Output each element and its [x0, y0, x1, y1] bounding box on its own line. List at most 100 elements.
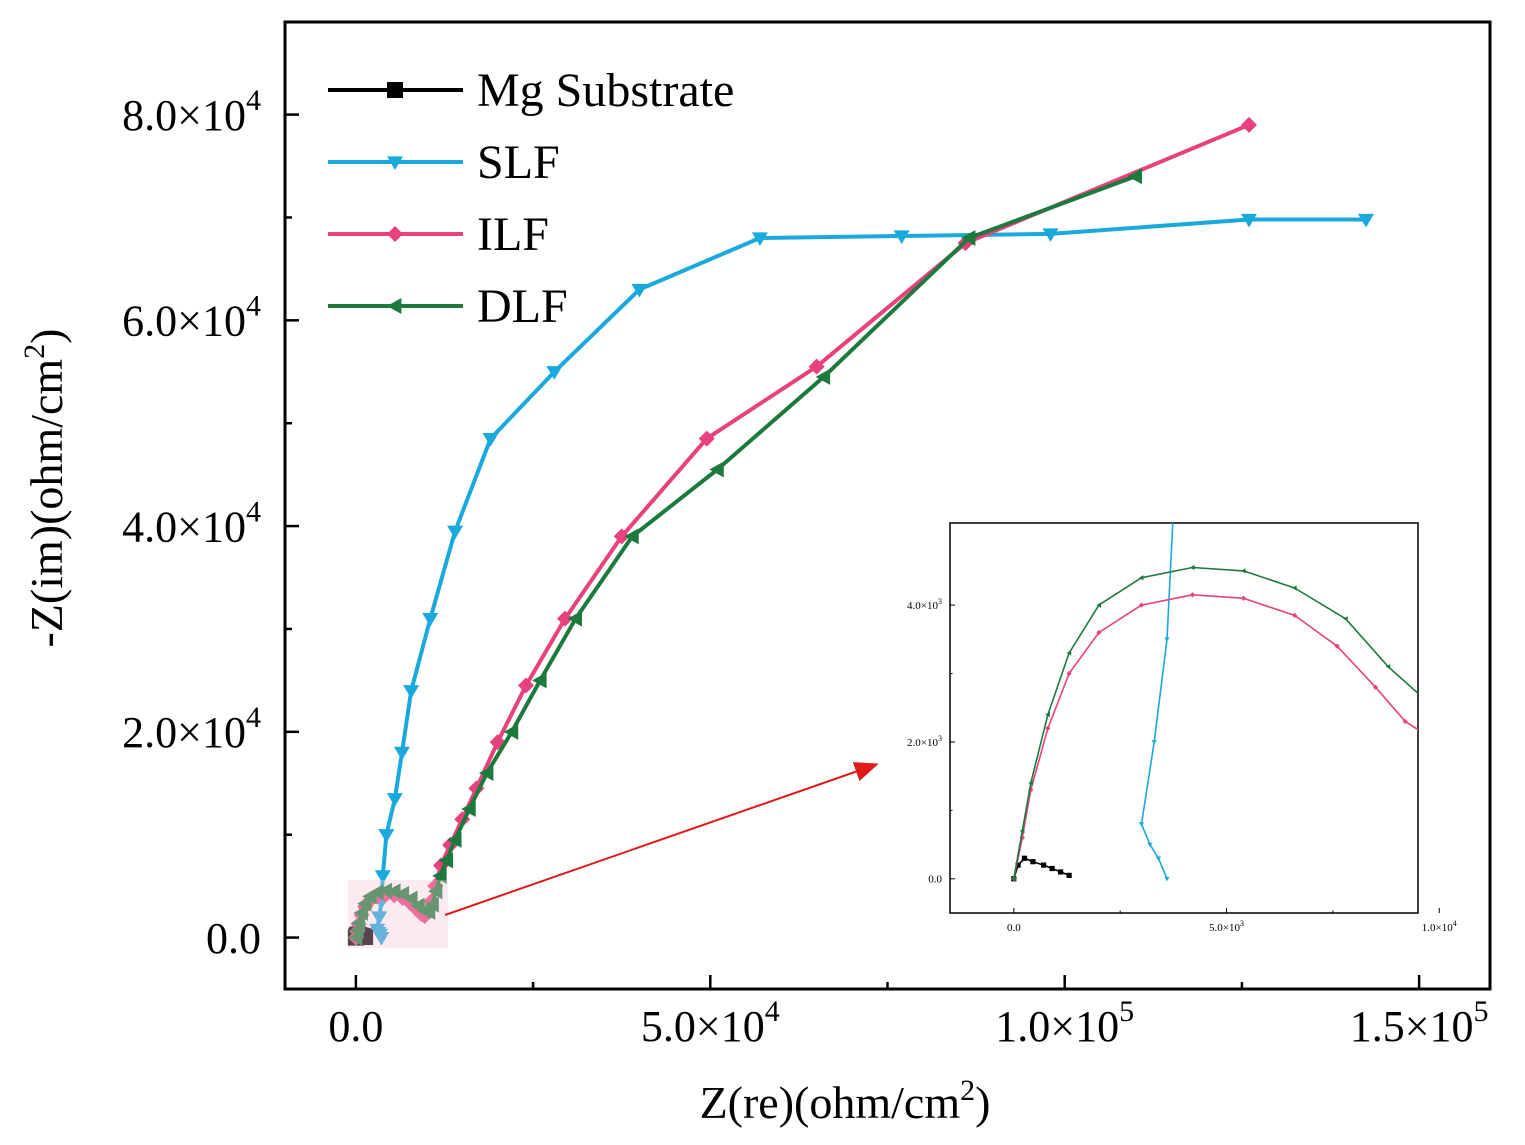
data-point-slf	[378, 829, 395, 843]
y-tick-label: 6.0×104	[122, 290, 261, 346]
data-point-dlf	[369, 884, 384, 901]
x-tick-label: 5.0×104	[641, 995, 780, 1051]
y-tick-label: 2.0×104	[122, 701, 261, 757]
legend-label-mg-substrate: Mg Substrate	[477, 64, 734, 117]
data-point-mg-substrate	[1049, 865, 1055, 872]
data-point-slf	[447, 525, 464, 540]
inset-series-group	[1011, 466, 1523, 882]
y-tick-label: 4.0×104	[122, 495, 261, 551]
data-point-slf	[546, 366, 563, 380]
zoom-region-highlight	[348, 880, 448, 948]
x-tick-label: 0.0	[328, 1002, 383, 1051]
data-point-dlf	[377, 882, 393, 899]
data-point-slf	[422, 613, 439, 627]
data-point-dlf	[1011, 876, 1016, 882]
main-series-group	[347, 116, 1374, 946]
data-point-dlf	[1019, 828, 1025, 834]
data-point-dlf	[350, 915, 366, 932]
data-point-ilf	[1189, 592, 1196, 598]
data-point-dlf	[1045, 711, 1050, 718]
data-point-mg-substrate	[1021, 855, 1028, 861]
data-point-ilf	[1045, 725, 1051, 731]
data-point-slf	[1147, 842, 1153, 848]
data-point-dlf	[424, 896, 439, 913]
data-point-dlf	[403, 890, 418, 907]
data-point-dlf	[815, 368, 831, 385]
data-point-slf	[403, 685, 420, 699]
data-point-dlf	[461, 800, 476, 817]
data-point-mg-substrate	[1058, 869, 1064, 875]
data-point-dlf	[1424, 698, 1429, 703]
data-point-mg-substrate	[1041, 862, 1047, 868]
data-point-ilf	[698, 430, 715, 447]
data-point-dlf	[427, 883, 443, 900]
data-point-dlf	[1028, 780, 1033, 786]
data-point-ilf	[808, 358, 825, 375]
data-point-dlf	[1189, 564, 1195, 571]
series-line-ilf	[1013, 594, 1418, 879]
data-point-slf	[1164, 637, 1170, 642]
legend-marker-dlf	[387, 298, 402, 314]
main-axis-ticks: 0.0 5.0×104 1.0×105 1.5×105 0.0 2.0×104 4.0×10…	[122, 84, 1488, 1051]
data-point-dlf	[386, 883, 401, 900]
data-point-mg-substrate	[1066, 872, 1072, 878]
data-point-ilf	[1441, 705, 1446, 710]
legend-marker-slf	[387, 156, 403, 170]
data-point-slf	[1357, 213, 1374, 228]
data-point-dlf	[1066, 650, 1072, 656]
series-line-slf	[1140, 523, 1174, 880]
data-point-ilf	[1402, 718, 1408, 725]
data-point-dlf	[1096, 602, 1101, 608]
data-point-dlf	[709, 461, 724, 478]
data-point-dlf	[1518, 466, 1523, 471]
data-point-slf	[1241, 213, 1257, 228]
data-point-ilf	[1462, 637, 1467, 642]
data-point-dlf	[532, 672, 547, 689]
x-tick-label: 1.0×105	[995, 995, 1134, 1051]
data-point-dlf	[1127, 168, 1142, 185]
data-point-dlf	[353, 904, 368, 921]
data-point-dlf	[1343, 616, 1348, 622]
legend-marker-mg-substrate	[387, 82, 403, 98]
data-point-dlf	[1492, 568, 1497, 573]
data-point-slf	[1173, 466, 1178, 470]
data-point-ilf	[1066, 670, 1072, 677]
data-point-ilf	[1424, 733, 1429, 738]
data-point-dlf	[479, 764, 494, 781]
data-point-ilf	[1372, 684, 1379, 690]
data-point-dlf	[503, 723, 519, 740]
data-point-dlf	[447, 831, 462, 848]
data-point-dlf	[624, 528, 639, 545]
data-point-slf	[374, 870, 391, 884]
data-point-ilf	[518, 677, 534, 694]
x-axis-title: Z(re)(ohm/cm2)	[700, 1074, 991, 1128]
data-point-mg-substrate	[1030, 859, 1036, 865]
data-point-ilf	[556, 610, 573, 627]
y-tick-label: 8.0×104	[122, 84, 261, 140]
data-point-dlf	[1471, 657, 1476, 662]
y-tick-label: 0.0	[928, 874, 942, 886]
data-point-ilf	[1138, 602, 1145, 608]
data-point-ilf	[1241, 116, 1257, 133]
data-point-slf	[1164, 876, 1170, 882]
data-point-slf	[1155, 856, 1162, 861]
data-point-dlf	[961, 230, 976, 247]
x-tick-label: 5.0×103	[1209, 919, 1244, 934]
x-tick-label: 1.5×105	[1350, 995, 1489, 1051]
data-point-slf	[393, 746, 410, 761]
data-point-dlf	[1292, 585, 1297, 591]
zoom-arrow	[444, 762, 879, 916]
legend-label-ilf: ILF	[477, 208, 549, 261]
data-point-slf	[371, 911, 388, 925]
inset-axis-ticks: 0.0 5.0×103 1.0×104 0.0 2.0×103 4.0×103	[907, 597, 1457, 934]
data-point-ilf	[1292, 612, 1298, 618]
legend-label-dlf: DLF	[477, 280, 568, 333]
y-tick-label: 2.0×103	[907, 734, 942, 749]
y-tick-label: 4.0×103	[907, 597, 942, 612]
data-point-slf	[369, 923, 386, 938]
data-point-ilf	[613, 528, 630, 545]
legend: Mg Substrate SLF ILF DLF	[328, 64, 734, 333]
data-point-ilf	[1240, 595, 1247, 601]
legend-label-slf: SLF	[477, 136, 560, 189]
